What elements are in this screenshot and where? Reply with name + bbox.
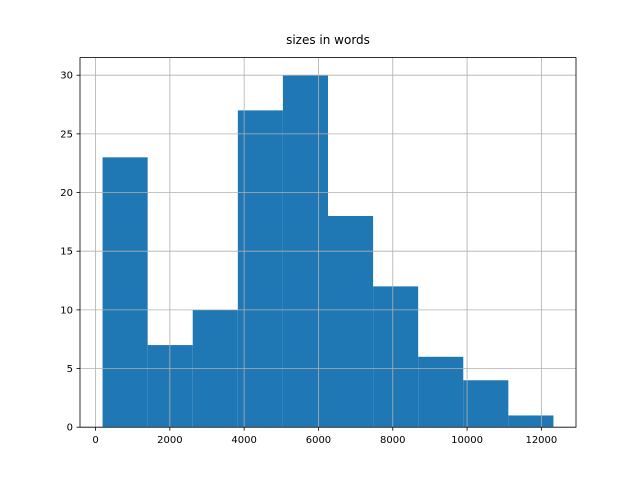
y-tick-label: 0 — [67, 423, 73, 434]
bar — [418, 356, 464, 428]
y-tick-label: 25 — [60, 129, 73, 140]
bar — [328, 216, 374, 428]
y-tick-label: 15 — [60, 247, 73, 258]
bar — [508, 415, 554, 428]
bar — [463, 380, 509, 428]
y-tick-label: 5 — [67, 364, 73, 375]
x-tick-label: 6000 — [306, 435, 331, 446]
plot-frame — [79, 57, 577, 428]
x-tick-label: 4000 — [231, 435, 256, 446]
x-tick-label: 2000 — [157, 435, 182, 446]
x-tick-label: 10000 — [451, 435, 483, 446]
y-tick-label: 20 — [60, 188, 73, 199]
x-tick-label: 0 — [92, 435, 98, 446]
chart-title: sizes in words — [286, 33, 370, 47]
x-tick-label: 8000 — [380, 435, 405, 446]
bar — [373, 286, 419, 428]
y-tick-label: 30 — [60, 71, 73, 82]
bar — [237, 110, 283, 428]
x-tick-label: 12000 — [525, 435, 557, 446]
bar — [102, 157, 148, 428]
y-tick-label: 10 — [60, 305, 73, 316]
